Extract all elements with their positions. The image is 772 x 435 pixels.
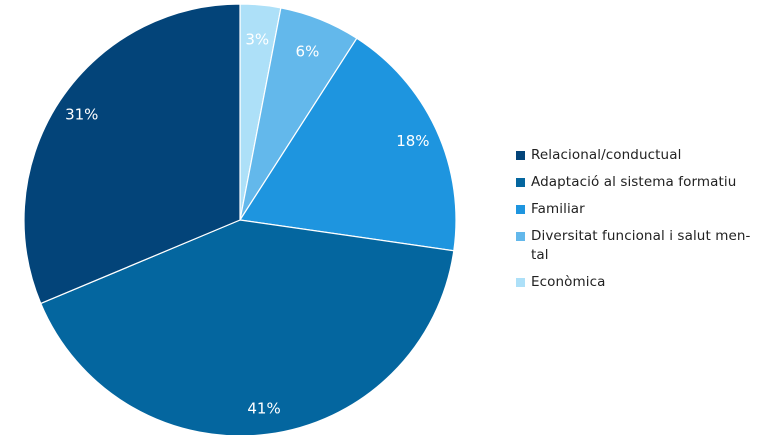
pie-slice-2 — [238, 37, 457, 252]
legend-item-diversitat: Diversitat funcional i salut men-tal — [516, 227, 766, 265]
chart-legend: Relacional/conductual Adaptació al siste… — [516, 146, 766, 300]
legend-label: Diversitat funcional i salut men-tal — [531, 228, 751, 263]
legend-label: Relacional/conductual — [531, 147, 682, 163]
legend-swatch — [516, 178, 525, 187]
legend-swatch — [516, 278, 525, 287]
legend-swatch — [516, 232, 525, 241]
pie-slice-label-4: 31% — [65, 106, 98, 124]
legend-item-familiar: Familiar — [516, 200, 766, 219]
legend-swatch — [516, 205, 525, 214]
pie-slice-label-2: 18% — [396, 132, 429, 150]
pie-slice-4 — [23, 3, 241, 305]
legend-label: Familiar — [531, 201, 585, 217]
pie-slice-label-3: 41% — [247, 400, 280, 418]
pie-slice-label-0: 3% — [245, 30, 269, 48]
legend-label: Adaptació al sistema formatiu — [531, 174, 737, 190]
legend-item-economica: Econòmica — [516, 273, 766, 292]
pie-slice-label-1: 6% — [296, 43, 320, 61]
legend-swatch — [516, 151, 525, 160]
pie-slice-3 — [39, 219, 455, 435]
legend-label: Econòmica — [531, 274, 606, 290]
legend-item-adaptacio: Adaptació al sistema formatiu — [516, 173, 766, 192]
legend-item-relacional: Relacional/conductual — [516, 146, 766, 165]
